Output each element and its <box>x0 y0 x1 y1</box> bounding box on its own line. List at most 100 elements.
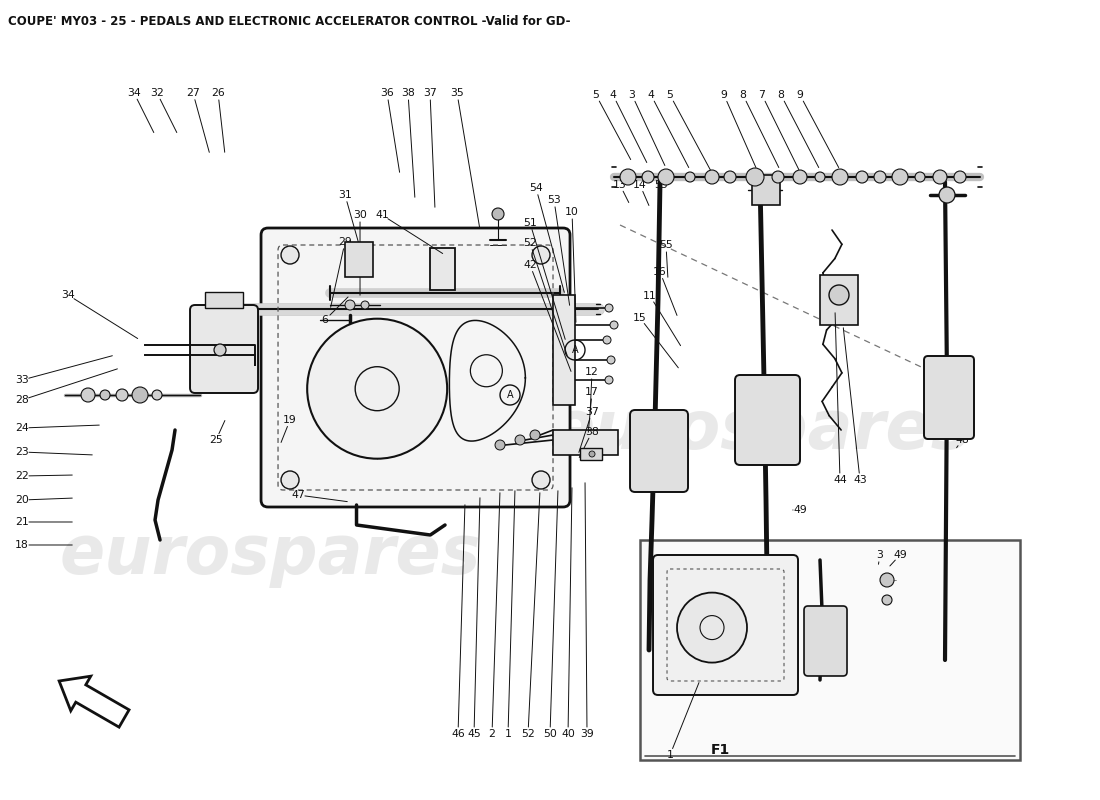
Text: 6: 6 <box>321 315 329 325</box>
Text: 43: 43 <box>854 475 867 485</box>
Text: 13: 13 <box>613 180 627 190</box>
Circle shape <box>676 593 747 662</box>
Text: 29: 29 <box>338 237 352 247</box>
Text: 31: 31 <box>338 190 352 200</box>
FancyBboxPatch shape <box>190 305 258 393</box>
Text: eurospares: eurospares <box>59 522 481 588</box>
Circle shape <box>815 172 825 182</box>
Text: 52: 52 <box>521 729 535 739</box>
Circle shape <box>829 285 849 305</box>
Text: 53: 53 <box>547 195 561 205</box>
Text: 19: 19 <box>283 415 297 425</box>
Circle shape <box>793 170 807 184</box>
Circle shape <box>152 390 162 400</box>
Circle shape <box>280 246 299 264</box>
Text: 40: 40 <box>561 729 575 739</box>
Circle shape <box>100 390 110 400</box>
Circle shape <box>724 171 736 183</box>
Text: 24: 24 <box>15 423 29 433</box>
Text: 38: 38 <box>585 427 598 437</box>
Text: 37: 37 <box>424 88 437 98</box>
Text: 5: 5 <box>667 90 673 100</box>
Text: 36: 36 <box>381 88 394 98</box>
Circle shape <box>361 301 368 309</box>
Text: 5: 5 <box>593 90 600 100</box>
Text: 42: 42 <box>524 260 537 270</box>
Text: 1: 1 <box>667 750 673 760</box>
Circle shape <box>658 169 674 185</box>
Circle shape <box>605 304 613 312</box>
Text: 22: 22 <box>15 471 29 481</box>
Text: 41: 41 <box>375 210 389 220</box>
Text: 7: 7 <box>759 90 766 100</box>
FancyBboxPatch shape <box>653 555 798 695</box>
Text: eurospares: eurospares <box>549 397 970 463</box>
Text: 33: 33 <box>15 375 29 385</box>
Text: 16: 16 <box>653 267 667 277</box>
Text: 39: 39 <box>580 729 594 739</box>
Text: 49: 49 <box>893 550 906 560</box>
Circle shape <box>746 168 764 186</box>
Text: 23: 23 <box>15 447 29 457</box>
Circle shape <box>874 171 886 183</box>
FancyBboxPatch shape <box>804 606 847 676</box>
Text: 9: 9 <box>720 90 727 100</box>
Text: 1: 1 <box>505 729 512 739</box>
Circle shape <box>515 435 525 445</box>
Text: 20: 20 <box>15 495 29 505</box>
Text: 27: 27 <box>186 88 200 98</box>
Text: 47: 47 <box>292 490 305 500</box>
Circle shape <box>345 300 355 310</box>
Text: 35: 35 <box>450 88 464 98</box>
FancyBboxPatch shape <box>630 410 688 492</box>
Text: F1: F1 <box>711 743 729 757</box>
Circle shape <box>532 246 550 264</box>
Text: 15: 15 <box>634 313 647 323</box>
Circle shape <box>307 318 448 458</box>
Text: 10: 10 <box>565 207 579 217</box>
Text: 8: 8 <box>778 90 784 100</box>
Text: 46: 46 <box>451 729 465 739</box>
Circle shape <box>954 171 966 183</box>
FancyBboxPatch shape <box>924 356 974 439</box>
Circle shape <box>915 172 925 182</box>
Circle shape <box>772 171 784 183</box>
Circle shape <box>603 336 611 344</box>
Circle shape <box>705 170 719 184</box>
Text: 3: 3 <box>877 550 883 560</box>
Text: 25: 25 <box>209 435 223 445</box>
FancyBboxPatch shape <box>752 175 780 205</box>
Circle shape <box>532 471 550 489</box>
FancyBboxPatch shape <box>261 228 570 507</box>
FancyBboxPatch shape <box>735 375 800 465</box>
FancyBboxPatch shape <box>640 540 1020 760</box>
Text: 17: 17 <box>585 387 598 397</box>
Text: 21: 21 <box>15 517 29 527</box>
Circle shape <box>939 187 955 203</box>
Text: 9: 9 <box>796 90 803 100</box>
Circle shape <box>280 471 299 489</box>
Circle shape <box>856 171 868 183</box>
Text: 28: 28 <box>15 395 29 405</box>
Circle shape <box>620 169 636 185</box>
Text: 52: 52 <box>524 238 537 248</box>
Text: 11: 11 <box>644 291 657 301</box>
Circle shape <box>642 171 654 183</box>
FancyBboxPatch shape <box>553 430 618 455</box>
Text: 37: 37 <box>585 407 598 417</box>
Text: 18: 18 <box>15 540 29 550</box>
Circle shape <box>610 321 618 329</box>
FancyBboxPatch shape <box>205 292 243 308</box>
Circle shape <box>685 172 695 182</box>
Text: A: A <box>507 390 514 400</box>
Text: 50: 50 <box>543 729 557 739</box>
Text: 48: 48 <box>955 435 969 445</box>
Text: 44: 44 <box>833 475 847 485</box>
Text: 30: 30 <box>353 210 367 220</box>
Text: 4: 4 <box>609 90 616 100</box>
Circle shape <box>530 430 540 440</box>
FancyBboxPatch shape <box>430 248 455 290</box>
FancyBboxPatch shape <box>820 275 858 325</box>
FancyBboxPatch shape <box>580 448 602 460</box>
Circle shape <box>81 388 95 402</box>
